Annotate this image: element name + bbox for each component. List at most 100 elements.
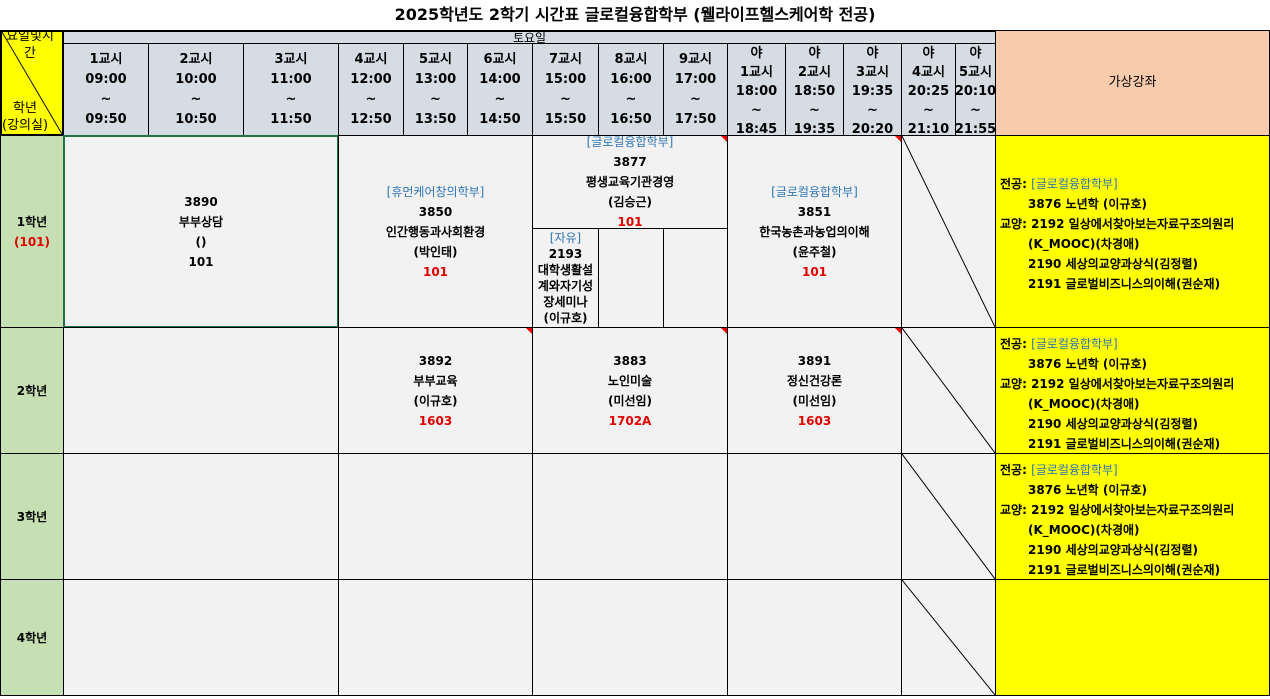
- period-name: 5교시: [419, 51, 452, 67]
- empty-cell[interactable]: [532, 453, 728, 580]
- period-start: 16:00: [610, 71, 652, 87]
- corner-header-cell[interactable]: 요일및시간 학년 (강의실): [0, 30, 64, 136]
- year-label: 1학년: [16, 214, 48, 229]
- gen-course-1: 2192 일상에서찾아보는자료구조의원리: [1031, 377, 1235, 391]
- period-pre: 야: [750, 46, 763, 61]
- gen-course-2: 2190 세상의교양과상식(김정렬): [1028, 257, 1198, 271]
- virtual-course-cell[interactable]: 전공: [글로컬융합학부] 3876 노년학 (이규호) 교양: 2192 일상…: [995, 327, 1270, 454]
- gen-course-2: 2190 세상의교양과상식(김정렬): [1028, 417, 1198, 431]
- course-room: 1603: [418, 413, 453, 428]
- empty-cell[interactable]: [338, 579, 533, 696]
- diagonal-line: [902, 328, 995, 453]
- empty-cell[interactable]: [532, 579, 728, 696]
- course-professor: (박인태): [413, 244, 458, 259]
- period-header: 7교시 15:00 ~15:50: [532, 43, 599, 136]
- virtual-major-line: 전공: [글로컬융합학부]: [1000, 334, 1118, 354]
- empty-cell[interactable]: [727, 579, 902, 696]
- period-end: 14:50: [479, 111, 521, 127]
- virtual-gen-line: 교양: 2192 일상에서찾아보는자료구조의원리: [1000, 214, 1234, 234]
- virtual-course-cell[interactable]: 전공: [글로컬융합학부] 3876 노년학 (이규호) 교양: 2192 일상…: [995, 135, 1270, 328]
- blocked-cell[interactable]: [901, 135, 996, 328]
- blocked-cell[interactable]: [901, 579, 996, 696]
- course-code: 3877: [613, 155, 647, 169]
- period-sep: ~: [809, 103, 820, 118]
- night-period-header: 야 1교시 18:00 ~18:45: [727, 43, 786, 136]
- corner-room-label: (강의실): [2, 118, 49, 133]
- course-code: 3890: [184, 194, 218, 209]
- course-room: 1702A: [608, 413, 652, 428]
- gen-course-1-cont: (K_MOOC)(차경애): [1028, 397, 1140, 411]
- period-start: 15:00: [544, 71, 587, 87]
- course-professor: (미선임): [792, 393, 837, 408]
- course-professor: (윤주철): [792, 244, 837, 259]
- empty-cell[interactable]: [727, 453, 902, 580]
- period-end: 21:55: [955, 122, 996, 136]
- course-dept: [글로컬융합학부]: [771, 184, 858, 199]
- virtual-course-cell[interactable]: 전공: [글로컬융합학부] 3876 노년학 (이규호) 교양: 2192 일상…: [995, 453, 1270, 580]
- course-code: 3892: [418, 353, 453, 368]
- gen-course-3: 2191 글로벌비즈니스의이해(권순재): [1028, 563, 1221, 577]
- period-name: 6교시: [483, 51, 517, 67]
- empty-cell[interactable]: [63, 327, 339, 454]
- period-end: 11:50: [270, 111, 312, 127]
- course-cell-3890[interactable]: 3890 부부상담 () 101: [63, 135, 339, 328]
- period-sep: ~: [625, 91, 637, 107]
- course-code: 3851: [797, 204, 832, 219]
- period-start: 10:00: [175, 71, 217, 87]
- virtual-course-cell[interactable]: [995, 579, 1270, 696]
- course-professor: (미선임): [607, 393, 653, 408]
- period-sep: ~: [923, 103, 934, 118]
- blocked-cell[interactable]: [901, 453, 996, 580]
- major-label: 전공:: [1000, 337, 1027, 351]
- diagonal-line: [2, 32, 62, 134]
- period-end: 15:50: [544, 111, 587, 127]
- course-cell-3891[interactable]: 3891 정신건강론 (미선임) 1603: [727, 327, 902, 454]
- course-cell-3851[interactable]: [글로컬융합학부] 3851 한국농촌과농업의이해 (윤주철) 101: [727, 135, 902, 328]
- course-cell-3877[interactable]: [글로컬융합학부] 3877 평생교육기관경영 (김승근) 101: [532, 135, 728, 229]
- virtual-gen-line: 교양: 2192 일상에서찾아보는자료구조의원리: [1000, 374, 1234, 394]
- empty-cell[interactable]: [63, 579, 339, 696]
- course-code: 2193: [548, 247, 583, 261]
- major-course: 3876 노년학 (이규호): [1028, 197, 1147, 211]
- course-code: 3883: [613, 353, 647, 368]
- empty-cell[interactable]: [663, 228, 728, 328]
- period-header: 5교시 13:00 ~13:50: [403, 43, 468, 136]
- period-sep: ~: [751, 103, 762, 118]
- empty-cell[interactable]: [63, 453, 339, 580]
- gen-course-3: 2191 글로벌비즈니스의이해(권순재): [1028, 437, 1221, 451]
- course-dept: [자유]: [549, 231, 582, 245]
- virtual-gen-line: 교양: 2192 일상에서찾아보는자료구조의원리: [1000, 500, 1234, 520]
- period-name: 3교시: [856, 65, 889, 80]
- course-dept: [글로컬융합학부]: [586, 135, 674, 149]
- course-dept: [휴먼케어창의학부]: [386, 184, 485, 199]
- period-end: 12:50: [350, 111, 392, 127]
- blocked-cell[interactable]: [901, 327, 996, 454]
- course-professor: (이규호): [543, 311, 588, 325]
- diagonal-line: [902, 454, 995, 579]
- period-name: 5교시: [959, 65, 992, 80]
- year-room: (101): [13, 234, 51, 249]
- virtual-major-line: 전공: [글로컬융합학부]: [1000, 174, 1118, 194]
- course-cell-3850[interactable]: [휴먼케어창의학부] 3850 인간행동과사회환경 (박인태) 101: [338, 135, 533, 328]
- gen-course-2: 2190 세상의교양과상식(김정렬): [1028, 543, 1198, 557]
- period-sep: ~: [560, 91, 571, 107]
- course-cell-3883[interactable]: 3883 노인미술 (미선임) 1702A: [532, 327, 728, 454]
- major-dept: [글로컬융합학부]: [1031, 463, 1118, 477]
- course-name: 평생교육기관경영: [585, 175, 675, 189]
- empty-cell[interactable]: [338, 453, 533, 580]
- period-name: 2교시: [179, 51, 213, 67]
- period-pre: 야: [866, 46, 879, 61]
- period-header: 3교시 11:00 ~11:50: [243, 43, 339, 136]
- course-cell-2193[interactable]: [자유] 2193 대학생활설계와자기성장세미나 (이규호): [532, 228, 599, 328]
- course-name: 노인미술: [607, 373, 653, 388]
- period-pre: 야: [922, 46, 935, 61]
- course-cell-3892[interactable]: 3892 부부교육 (이규호) 1603: [338, 327, 533, 454]
- period-start: 18:00: [735, 84, 778, 99]
- empty-cell[interactable]: [598, 228, 664, 328]
- period-name: 3교시: [274, 51, 308, 67]
- period-header: 8교시 16:00 ~16:50: [598, 43, 664, 136]
- year-3-label: 3학년: [0, 453, 64, 580]
- period-sep: ~: [867, 103, 878, 118]
- year-1-label: 1학년 (101): [0, 135, 64, 328]
- period-name: 4교시: [354, 51, 388, 67]
